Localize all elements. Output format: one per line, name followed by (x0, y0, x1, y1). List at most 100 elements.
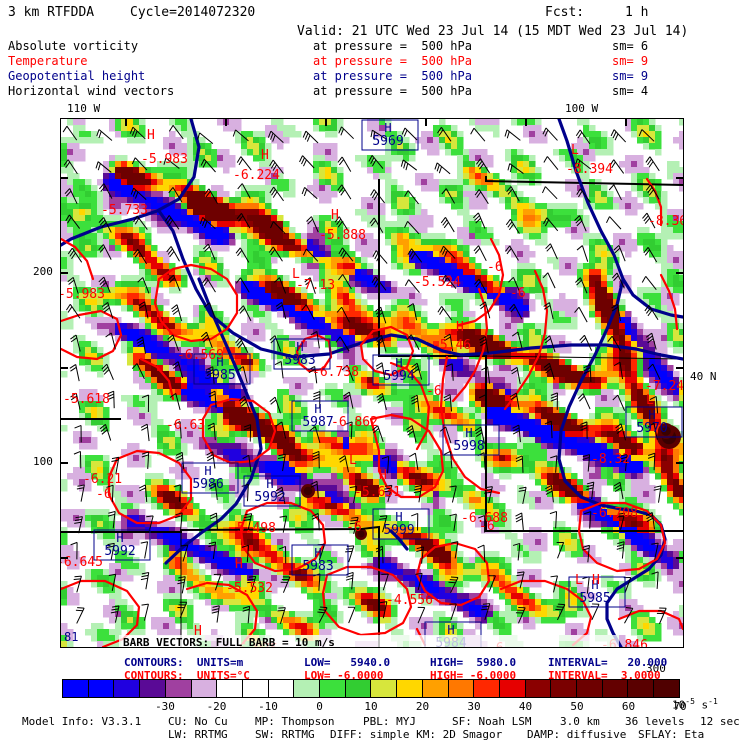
colorbar-tick--20: -20 (207, 700, 227, 713)
temperature-label: -5.498 (229, 521, 276, 536)
colorbar-swatch-14 (423, 680, 449, 697)
temperature-label: -5.983 (61, 287, 105, 302)
lat-label-40n: 40 N (690, 371, 717, 382)
axis-tick (676, 272, 683, 274)
field-name-0: Absolute vorticity (8, 40, 138, 52)
model-title: 3 km RTFDDA (8, 6, 94, 19)
hl-marker-h: H (261, 148, 269, 163)
temperature-label: -8.36 (648, 214, 683, 229)
model-info-diff: DIFF: simple KM: 2D Smagor (330, 729, 502, 740)
hl-marker-l: L (646, 393, 654, 408)
colorbar-swatch-20 (577, 680, 603, 697)
temperature-label: -5.631 (354, 485, 401, 500)
colorbar-swatch-8 (269, 680, 295, 697)
field-name-1: Temperature (8, 55, 87, 67)
grid-label-200: 200 (33, 266, 53, 277)
axis-tick (61, 557, 68, 559)
axis-tick (525, 119, 527, 126)
field-level-0: at pressure = 500 hPa (313, 40, 472, 52)
axis-tick (225, 119, 227, 126)
lon-label-100w: 100 W (565, 103, 598, 114)
temperature-label: -6 (487, 260, 503, 275)
colorbar-swatch-0 (63, 680, 89, 697)
temperature-label: -6 (479, 519, 495, 534)
hl-marker-l: L (349, 453, 357, 468)
hl-marker-h: H (235, 557, 243, 572)
temperature-label: -5.532 (226, 581, 273, 596)
valid-time: Valid: 21 UTC Wed 23 Jul 14 (15 MDT Wed … (297, 25, 688, 38)
temperature-label: -4.556 (386, 593, 433, 608)
height-contour-interval: INTERVAL= 20.000 (548, 657, 667, 668)
temperature-label: -6.63 (166, 418, 205, 433)
model-info-damp: DAMP: diffusive (527, 729, 626, 740)
model-info-mp: MP: Thompson (255, 716, 334, 727)
colorbar-swatch-19 (551, 680, 577, 697)
colorbar-swatch-9 (294, 680, 320, 697)
colorbar-swatch-21 (603, 680, 629, 697)
grid-label-81: 81 (64, 630, 78, 644)
model-info-timestep: 12 sec (700, 716, 740, 727)
temperature-label: -6.224 (233, 168, 280, 183)
hl-marker-h: H (379, 468, 387, 483)
cycle-label: Cycle=2014072320 (130, 6, 255, 19)
axis-tick (61, 177, 68, 179)
axis-tick (676, 177, 683, 179)
temperature-label: -5.983 (141, 152, 188, 167)
colorbar-tick-40: 40 (519, 700, 532, 713)
axis-tick (676, 557, 683, 559)
colorbar-swatch-1 (89, 680, 115, 697)
model-info-pbl: PBL: MYJ (363, 716, 416, 727)
colorbar-swatch-5 (192, 680, 218, 697)
temperature-label: -8.394 (566, 162, 613, 177)
model-info-version: Model Info: V3.3.1 (22, 716, 141, 727)
temperature-label: -6.569 (177, 348, 224, 363)
axis-tick (61, 367, 68, 369)
vorticity-colorbar[interactable] (62, 679, 680, 698)
hl-marker-l: L (571, 143, 579, 158)
colorbar-swatch-2 (114, 680, 140, 697)
lon-label-110w: 110 W (67, 103, 100, 114)
model-info-lw: LW: RRTMG (168, 729, 228, 740)
model-info-sflay: SFLAY: Eta (638, 729, 704, 740)
grid-label-100: 100 (33, 456, 53, 467)
colorbar-swatch-18 (526, 680, 552, 697)
temperature-label: -8.32 (591, 452, 630, 467)
colorbar-tick-60: 60 (622, 700, 635, 713)
temperature-label: -6 (426, 384, 442, 399)
colorbar-swatch-22 (628, 680, 654, 697)
fcst-value: 1 h (625, 6, 648, 19)
hl-marker-h: H (331, 208, 339, 223)
temperature-label: -6 (510, 286, 526, 301)
colorbar-swatch-7 (243, 680, 269, 697)
temperature-label: -6.738 (312, 365, 359, 380)
field-level-1: at pressure = 500 hPa (313, 55, 472, 67)
height-contour-label: CONTOURS: UNITS=m (124, 657, 243, 668)
field-name-2: Geopotential height (8, 70, 145, 82)
temperature-label: -5.524 (414, 275, 461, 290)
axis-tick (676, 462, 683, 464)
fcst-label: Fcst: (545, 6, 584, 19)
axis-tick (625, 119, 627, 126)
height-contour-high: HIGH= 5980.0 (430, 657, 516, 668)
hl-marker-h: H (456, 320, 464, 335)
axis-tick (125, 119, 127, 126)
temperature-label: -5.46 (432, 338, 471, 353)
colorbar-tick-20: 20 (416, 700, 429, 713)
temperature-label: -5.888 (319, 228, 366, 243)
map-graphics: H5969H5994H5998H5999H5992H5985H5970H5983… (61, 119, 683, 647)
colorbar-tick--30: -30 (155, 700, 175, 713)
field-level-2: at pressure = 500 hPa (313, 70, 472, 82)
colorbar-swatch-4 (166, 680, 192, 697)
colorbar-tick--10: -10 (258, 700, 278, 713)
colorbar-swatch-16 (474, 680, 500, 697)
colorbar-swatch-17 (500, 680, 526, 697)
field-level-3: at pressure = 500 hPa (313, 85, 472, 97)
temperature-label: -6 (96, 487, 112, 502)
field-sm-1: sm= 9 (612, 55, 648, 67)
field-sm-0: sm= 6 (612, 40, 648, 52)
temperature-label: -7.24 (645, 379, 683, 394)
temperature-label: -6.862 (331, 415, 378, 430)
axis-tick (61, 462, 68, 464)
colorbar-swatch-15 (449, 680, 475, 697)
